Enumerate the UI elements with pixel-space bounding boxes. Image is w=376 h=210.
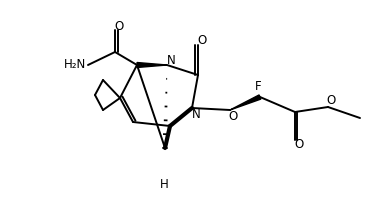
Text: O: O <box>197 34 207 47</box>
Text: O: O <box>114 20 124 33</box>
Text: O: O <box>294 139 304 151</box>
Text: F: F <box>255 80 261 93</box>
Polygon shape <box>230 95 261 110</box>
Polygon shape <box>137 63 167 67</box>
Text: H₂N: H₂N <box>64 59 86 71</box>
Text: O: O <box>228 110 238 123</box>
Text: N: N <box>192 108 200 121</box>
Text: O: O <box>326 94 336 108</box>
Text: N: N <box>167 54 175 67</box>
Text: H: H <box>160 177 168 190</box>
